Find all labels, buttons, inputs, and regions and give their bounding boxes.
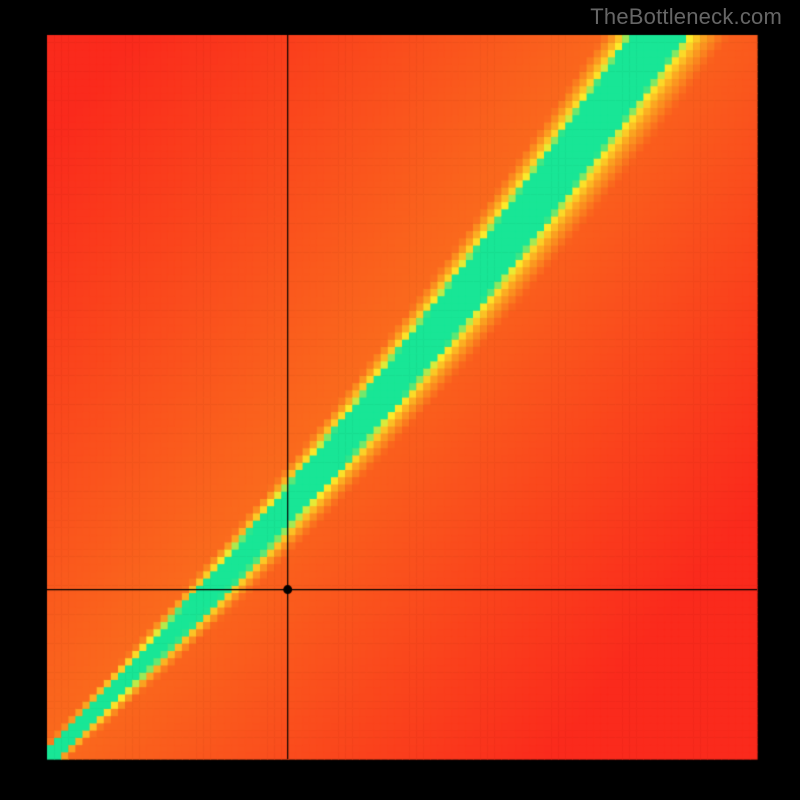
watermark-text: TheBottleneck.com xyxy=(590,4,782,30)
bottleneck-heatmap xyxy=(0,0,800,800)
